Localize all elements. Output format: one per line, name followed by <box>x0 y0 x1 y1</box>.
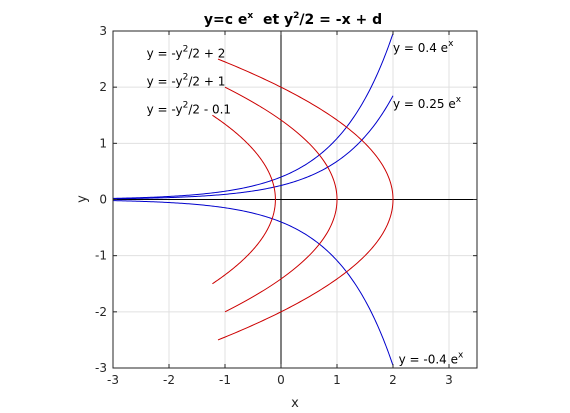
annotations: y = -y2/2 + 2 y = -y2/2 + 1 y = -y2/2 - 0.… <box>147 39 464 367</box>
ticks: -3 -2 -1 0 1 2 3 -3 -2 -1 0 1 2 3 <box>95 24 477 387</box>
x-tick-label: 0 <box>277 373 285 387</box>
ann-exp-m04: y = -0.4 ex <box>399 351 464 367</box>
y-tick-label: 1 <box>99 136 107 150</box>
y-tick-label: 3 <box>99 24 107 38</box>
ann-par-m01: y = -y2/2 - 0.1 <box>147 101 231 117</box>
x-tick-label: -1 <box>219 373 231 387</box>
y-tick-label: -1 <box>95 249 107 263</box>
x-tick-label: -3 <box>107 373 119 387</box>
ann-par-2: y = -y2/2 + 2 <box>147 44 226 60</box>
exp-curve-2 <box>113 200 394 366</box>
parabola-curve-0 <box>217 58 394 341</box>
x-axis-label: x <box>291 396 299 411</box>
parabola-curve-2 <box>212 114 276 285</box>
x-tick-label: 3 <box>445 373 453 387</box>
y-axis-label: y <box>75 195 90 203</box>
series-group <box>113 31 477 368</box>
x-tick-label: -2 <box>163 373 175 387</box>
y-tick-label: 0 <box>99 193 107 207</box>
y-tick-label: -3 <box>95 361 107 375</box>
ann-exp-025: y = 0.25 ex <box>393 95 462 111</box>
x-tick-label: 2 <box>389 373 397 387</box>
ann-par-1: y = -y2/2 + 1 <box>147 73 226 89</box>
exp-curve-1 <box>113 95 394 200</box>
x-tick-label: 1 <box>333 373 341 387</box>
chart-title: y=c ex et y2/2 = -x + d <box>204 11 382 28</box>
y-tick-label: -2 <box>95 305 107 319</box>
parabola-curve-1 <box>224 86 338 313</box>
ann-exp-04: y = 0.4 ex <box>393 39 454 55</box>
y-tick-label: 2 <box>99 80 107 94</box>
